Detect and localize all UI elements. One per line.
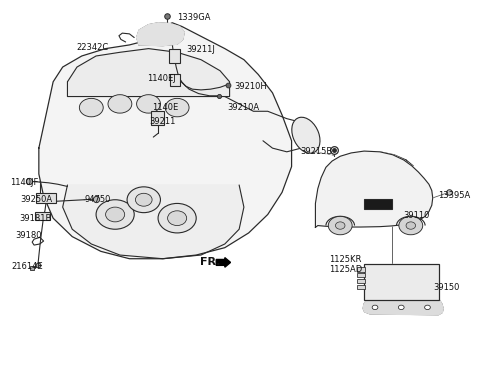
Text: 39180: 39180 bbox=[15, 231, 41, 240]
Bar bbox=[168, 49, 180, 63]
Polygon shape bbox=[315, 151, 433, 228]
Circle shape bbox=[399, 216, 423, 235]
Text: 1140EJ: 1140EJ bbox=[147, 74, 176, 83]
Text: 39150: 39150 bbox=[434, 283, 460, 292]
Circle shape bbox=[328, 216, 352, 235]
Text: 39211: 39211 bbox=[149, 117, 176, 126]
Text: 39215B: 39215B bbox=[300, 147, 333, 156]
Circle shape bbox=[425, 305, 431, 310]
Text: 13395A: 13395A bbox=[438, 191, 471, 200]
Polygon shape bbox=[363, 300, 443, 315]
Circle shape bbox=[158, 204, 196, 233]
Circle shape bbox=[168, 211, 187, 226]
Circle shape bbox=[127, 187, 160, 213]
Circle shape bbox=[398, 305, 404, 310]
Polygon shape bbox=[39, 23, 291, 259]
Text: 39110: 39110 bbox=[404, 211, 430, 220]
Bar bbox=[358, 267, 365, 272]
Text: 1140E: 1140E bbox=[152, 103, 179, 112]
Text: 22342C: 22342C bbox=[76, 43, 108, 53]
Circle shape bbox=[165, 98, 189, 117]
Circle shape bbox=[79, 98, 103, 117]
Text: 1125AD: 1125AD bbox=[329, 265, 362, 273]
Circle shape bbox=[96, 200, 134, 229]
Bar bbox=[36, 193, 57, 203]
Ellipse shape bbox=[292, 117, 320, 153]
Circle shape bbox=[137, 95, 160, 113]
Circle shape bbox=[406, 222, 416, 229]
Text: 39210H: 39210H bbox=[234, 82, 267, 91]
Circle shape bbox=[108, 95, 132, 113]
Bar bbox=[151, 111, 164, 125]
Bar bbox=[358, 273, 365, 277]
Text: 94750: 94750 bbox=[84, 195, 110, 204]
Bar bbox=[35, 212, 50, 220]
Circle shape bbox=[336, 222, 345, 229]
Bar bbox=[358, 279, 365, 283]
Polygon shape bbox=[137, 23, 184, 46]
Text: 39181B: 39181B bbox=[19, 214, 51, 223]
Polygon shape bbox=[63, 185, 244, 259]
Bar bbox=[358, 285, 365, 289]
Text: 21614E: 21614E bbox=[11, 262, 43, 271]
Text: FR.: FR. bbox=[200, 257, 220, 267]
Text: 1125KR: 1125KR bbox=[329, 255, 361, 264]
Text: 1140JF: 1140JF bbox=[10, 178, 38, 186]
Text: 39211J: 39211J bbox=[187, 45, 216, 54]
Bar bbox=[170, 74, 180, 86]
Circle shape bbox=[135, 193, 152, 206]
Circle shape bbox=[372, 305, 378, 310]
Text: 39210A: 39210A bbox=[228, 103, 260, 112]
Text: 39250A: 39250A bbox=[21, 195, 53, 204]
Polygon shape bbox=[216, 258, 230, 267]
Polygon shape bbox=[68, 48, 229, 97]
Circle shape bbox=[106, 207, 125, 222]
Bar bbox=[364, 264, 439, 300]
Bar bbox=[364, 199, 392, 209]
Text: 1339GA: 1339GA bbox=[177, 13, 211, 22]
